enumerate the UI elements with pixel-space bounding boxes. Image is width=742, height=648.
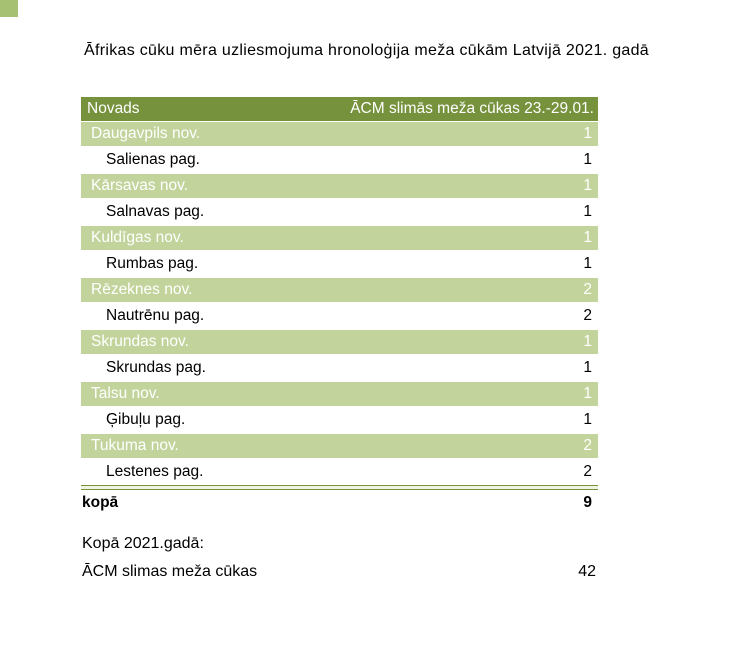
outbreak-table: Novads ĀCM slimās meža cūkas 23.-29.01. …: [81, 97, 598, 515]
summary-value: 42: [578, 563, 596, 580]
row-value: 1: [583, 333, 592, 350]
row-value: 2: [583, 307, 592, 324]
table-row: Lestenes pag. 2: [81, 459, 598, 485]
table-total-row: kopā 9: [81, 490, 598, 515]
row-value: 2: [583, 437, 592, 454]
summary-block: Kopā 2021.gadā: ĀCM slimas meža cūkas 42: [82, 533, 596, 583]
total-label: kopā: [82, 493, 119, 511]
row-label: Salienas pag.: [106, 151, 200, 168]
row-value: 1: [583, 125, 592, 142]
row-label: Kuldīgas nov.: [91, 229, 184, 246]
row-label: Salnavas pag.: [106, 203, 205, 220]
double-rule-separator: [81, 485, 598, 490]
table-row: Skrundas nov. 1: [81, 329, 598, 355]
table-row: Kārsavas nov. 1: [81, 173, 598, 199]
row-label: Talsu nov.: [91, 385, 160, 402]
row-value: 1: [583, 385, 592, 402]
header-novads: Novads: [87, 100, 140, 117]
table-row: Rumbas pag. 1: [81, 251, 598, 277]
row-value: 1: [583, 411, 592, 428]
row-value: 1: [583, 229, 592, 246]
table-row: Tukuma nov. 2: [81, 433, 598, 459]
row-label: Lestenes pag.: [106, 463, 204, 480]
row-value: 1: [583, 255, 592, 272]
table-row: Salnavas pag. 1: [81, 199, 598, 225]
table-row: Salienas pag. 1: [81, 147, 598, 173]
row-label: Daugavpils nov.: [91, 125, 201, 142]
row-label: Tukuma nov.: [91, 437, 179, 454]
row-label: Skrundas pag.: [106, 359, 206, 376]
row-value: 1: [583, 151, 592, 168]
summary-heading: Kopā 2021.gadā:: [82, 535, 204, 552]
table-row: Ģibuļu pag. 1: [81, 407, 598, 433]
row-label: Ģibuļu pag.: [106, 411, 186, 428]
row-value: 1: [583, 359, 592, 376]
table-row: Skrundas pag. 1: [81, 355, 598, 381]
row-value: 1: [583, 177, 592, 194]
row-label: Nautrēnu pag.: [106, 307, 205, 324]
row-label: Skrundas nov.: [91, 333, 189, 350]
row-label: Kārsavas nov.: [91, 177, 189, 194]
table-row: Rēzeknes nov. 2: [81, 277, 598, 303]
row-value: 1: [583, 203, 592, 220]
corner-green-square: [0, 0, 18, 17]
summary-line: ĀCM slimas meža cūkas 42: [82, 561, 596, 583]
table-row: Daugavpils nov. 1: [81, 121, 598, 147]
total-value: 9: [583, 493, 592, 511]
table-row: Nautrēnu pag. 2: [81, 303, 598, 329]
header-cases: ĀCM slimās meža cūkas 23.-29.01.: [350, 100, 594, 117]
page-title: Āfrikas cūku mēra uzliesmojuma hronoloģi…: [84, 42, 649, 59]
table-body: Daugavpils nov. 1 Salienas pag. 1 Kārsavas n…: [81, 121, 598, 485]
row-value: 2: [583, 281, 592, 298]
row-label: Rumbas pag.: [106, 255, 199, 272]
summary-label: ĀCM slimas meža cūkas: [82, 563, 258, 580]
row-value: 2: [583, 463, 592, 480]
table-row: Kuldīgas nov. 1: [81, 225, 598, 251]
row-label: Rēzeknes nov.: [91, 281, 193, 298]
table-row: Talsu nov. 1: [81, 381, 598, 407]
table-header-row: Novads ĀCM slimās meža cūkas 23.-29.01.: [81, 97, 598, 121]
